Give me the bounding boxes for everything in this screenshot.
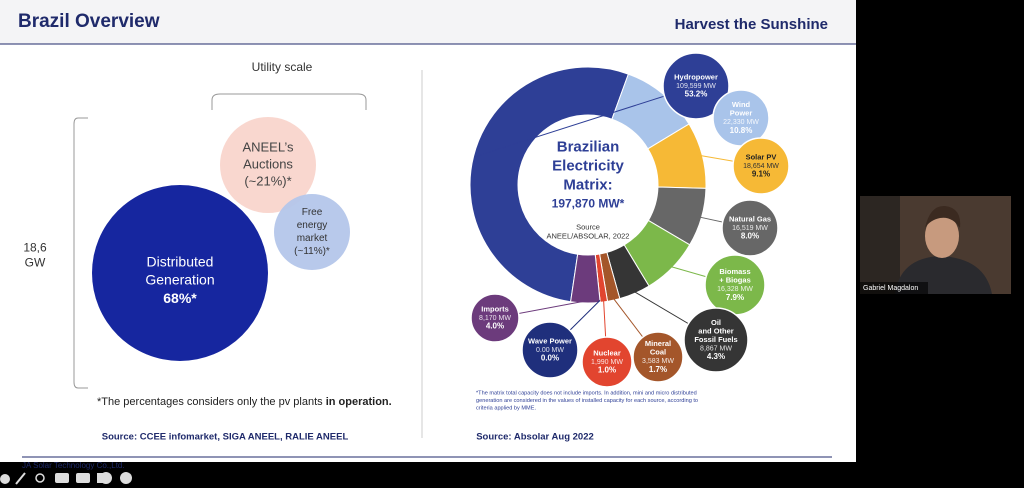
center-title: 197,870 MW* [552,197,625,211]
source-name: Coal [650,348,666,357]
source-capacity: 109,599 MW [676,83,716,90]
tool-more[interactable] [100,472,112,484]
source-left: Source: CCEE infomarket, SIGA ANEEL, RAL… [102,432,349,443]
circle [274,194,350,270]
source-percent: 1.0% [598,366,616,375]
circle-label: energy [297,220,328,231]
circle-label: Free [302,207,323,218]
source-name: Nuclear [593,348,621,357]
total-label: 18,6 [23,241,47,255]
name-tag [860,282,928,294]
circle [220,117,316,213]
source-bubble [683,307,749,373]
source-percent: 10.8% [730,126,753,135]
source-name: Mineral [645,339,671,348]
tool-cc[interactable] [55,473,69,483]
matrix-footnote: criteria applied by MME. [476,405,536,411]
participant-name: Gabriel Magdalon [863,285,918,292]
tool-video[interactable] [76,473,90,483]
circle-label: (~21%)* [244,173,291,188]
footnote: *The percentages considers only the pv p… [97,396,392,408]
center-title: Electricity [552,157,624,174]
toolbar [0,472,132,485]
center-title: Matrix: [563,176,612,193]
source-name: Solar PV [746,152,777,161]
center-source: ANEEL/ABSOLAR, 2022 [547,231,630,240]
person-head [925,214,959,258]
source-capacity: 18,654 MW [743,163,779,170]
source-name: Fossil Fuels [694,335,737,344]
webcam: Gabriel Magdalon [860,196,1011,294]
source-name: Wave Power [528,336,572,345]
source-bubble [632,331,684,383]
source-percent: 8.0% [741,232,759,241]
source-capacity: 1,990 MW [591,359,623,366]
total-label: GW [25,256,46,270]
circle [92,185,268,361]
source-capacity: 8,170 MW [479,315,511,322]
circle-label: Generation [145,272,214,288]
person-hair [925,205,961,228]
circle-label: ANEEL’s [242,140,294,155]
source-capacity: 16,328 MW [717,286,753,293]
source-capacity: 16,519 MW [732,225,768,232]
webcam-bg [860,196,900,294]
matrix-footnote: generation are considered in the values … [476,398,698,404]
source-percent: 4.3% [707,352,725,361]
source-percent: 7.9% [726,293,744,302]
circle-label: Distributed [147,254,214,270]
slide-header [0,0,856,44]
source-percent: 0.0% [541,354,559,363]
source-name: Wind [732,100,751,109]
tool-zoom[interactable] [35,473,45,483]
source-bubble [521,321,579,379]
tool-next[interactable] [120,472,132,484]
matrix-footnote: *The matrix total capacity does not incl… [476,390,697,396]
source-name: Power [730,109,753,118]
tool-pen-icon [15,472,26,485]
circle-label: (~11%)* [294,246,330,257]
footnote-bold: in operation. [326,396,392,408]
footnote-text: *The percentages considers only the pv p… [97,396,323,408]
bracket-label: Utility scale [252,60,313,74]
source-bubble [662,52,730,120]
source-bubble [581,336,633,388]
source-capacity: 3,583 MW [642,358,674,365]
tool-back[interactable] [0,474,10,484]
source-capacity: 0.00 MW [536,347,564,354]
source-name: + Biogas [719,276,750,285]
source-name: and Other [698,326,734,335]
bracket-left [73,117,88,389]
company: JA Solar Technology Co.,Ltd. [22,461,125,470]
source-percent: 9.1% [752,170,770,179]
source-bubble [470,293,520,343]
source-bubble [704,254,766,316]
tagline: Harvest the Sunshine [675,16,828,33]
connector [475,85,697,157]
source-capacity: 8,867 MW [700,345,732,352]
source-name: Hydropower [674,72,718,81]
source-capacity: 22,330 MW [723,119,759,126]
source-name: Imports [481,304,509,313]
donut-hole [518,115,658,255]
source-name: Natural Gas [729,214,771,223]
source-name: Oil [711,318,721,327]
source-percent: 53.2% [685,90,708,99]
center-source: Source [576,222,600,231]
slide-title: Brazil Overview [18,11,160,32]
source-bubble [721,199,779,257]
source-name: Biomass [719,267,750,276]
source-percent: 4.0% [486,322,504,331]
bracket-top [211,93,367,110]
source-bubble [732,137,790,195]
source-percent: 1.7% [649,365,667,374]
center-title: Brazilian [557,138,620,155]
source-right: Source: Absolar Aug 2022 [476,432,594,443]
circle-label: Auctions [243,156,293,171]
circle-label: 68%* [163,290,197,306]
circle-label: market [297,233,328,244]
donut-segment [469,66,629,303]
